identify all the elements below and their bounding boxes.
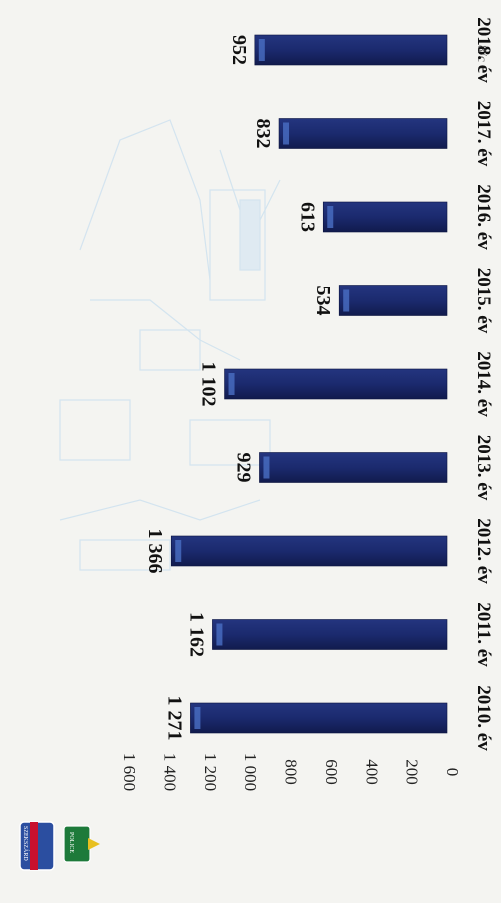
category-label: 2015. év (473, 268, 494, 334)
value-tick-label: 600 (322, 759, 341, 785)
bar-highlight (216, 623, 223, 646)
bar-highlight (283, 122, 290, 145)
value-tick-label: 1 600 (120, 753, 139, 791)
bar (338, 285, 448, 316)
bar-highlight (194, 707, 201, 729)
bar (212, 619, 448, 650)
bar-highlight (263, 456, 270, 479)
bar-value-label: 1 366 (144, 529, 166, 574)
category-label: 2017. év (473, 101, 494, 167)
value-tick-label: 1 000 (241, 753, 260, 791)
bar-highlight (343, 289, 350, 312)
bar (254, 34, 448, 66)
bar-value-label: 929 (232, 453, 254, 483)
bar (259, 452, 448, 483)
bar-highlight (327, 206, 334, 228)
category-label: 2011. év (473, 602, 494, 667)
category-label: 2014. év (473, 351, 494, 417)
category-label: 2012. év (473, 518, 494, 584)
category-label: 2018. év (473, 17, 494, 83)
bar-value-label: 1 271 (163, 696, 185, 741)
bar-highlight (228, 373, 235, 395)
logo-left-text: SZEKSZÁRD (22, 826, 30, 861)
bar-value-label: 832 (252, 119, 274, 149)
category-label: 2016. év (473, 184, 494, 250)
value-tick-label: 1 200 (201, 753, 220, 791)
bar-highlight (175, 540, 182, 562)
value-tick-label: 400 (362, 759, 381, 785)
logo-right-text: POLICE (68, 832, 74, 853)
bar (322, 201, 448, 233)
police-logo: SZEKSZÁRD POLICE (19, 821, 100, 871)
value-axis: 0 200 400 600 800 1 000 1 200 1 400 1 600 (120, 753, 462, 791)
value-tick-label: 1 400 (160, 753, 179, 791)
bar-value-label: 613 (296, 202, 318, 232)
bar (190, 702, 448, 734)
bar (278, 118, 448, 149)
value-tick-label: 200 (403, 759, 422, 785)
bar (170, 535, 448, 567)
value-tick-label: 0 (443, 768, 462, 777)
watermark-illustration (59, 119, 281, 571)
bar-value-label: 952 (228, 35, 250, 65)
bar-highlight (258, 39, 265, 61)
category-label: 2013. év (473, 435, 494, 501)
bar-value-label: 1 102 (198, 362, 220, 407)
bar (224, 368, 448, 400)
bar-value-label: 1 162 (185, 612, 207, 657)
page-fragment: 8/c (474, 45, 489, 62)
category-label: 2010. év (473, 685, 494, 751)
bars: 1 271 2010. év 1 162 2011. év 1 366 2012. év 9… (144, 17, 494, 751)
bar-value-label: 534 (312, 286, 334, 316)
value-tick-label: 800 (282, 759, 301, 785)
